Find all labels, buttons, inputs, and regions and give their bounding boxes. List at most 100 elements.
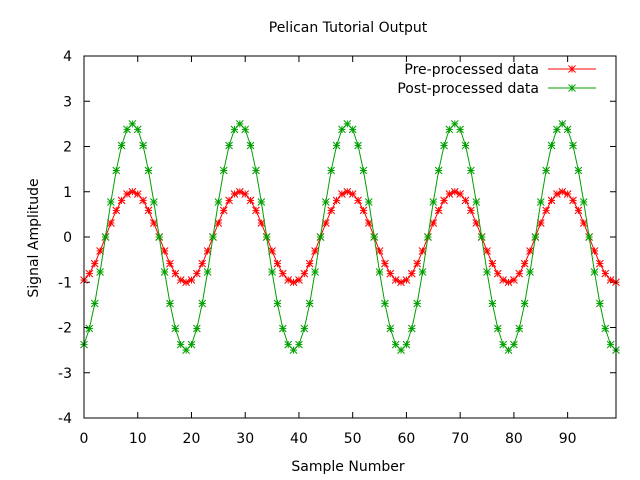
data-point	[133, 125, 142, 134]
data-point	[332, 141, 341, 150]
x-tick-label: 0	[80, 431, 89, 447]
data-point	[370, 233, 379, 241]
data-point	[542, 166, 550, 175]
y-axis-label: Signal Amplitude	[26, 178, 42, 297]
y-tick-label: -2	[58, 321, 72, 337]
series-2	[80, 120, 620, 354]
data-point	[219, 206, 228, 215]
y-tick-label: 4	[63, 49, 72, 65]
legend-item	[548, 65, 596, 73]
data-point	[590, 268, 599, 276]
data-point	[585, 233, 593, 241]
data-point	[241, 125, 250, 134]
x-tick-label: 50	[344, 431, 362, 447]
data-point	[321, 198, 330, 206]
data-point	[225, 196, 233, 205]
data-point	[150, 219, 158, 227]
data-point	[327, 206, 336, 215]
data-point	[413, 299, 422, 308]
y-tick-label: -4	[58, 411, 72, 427]
data-point	[558, 187, 567, 196]
data-point	[520, 259, 529, 268]
data-point	[547, 196, 556, 205]
data-point	[107, 219, 115, 227]
data-point	[85, 324, 94, 333]
data-point	[402, 340, 411, 349]
data-point	[348, 190, 357, 198]
data-point	[305, 299, 314, 308]
data-point	[241, 190, 250, 198]
data-point	[311, 268, 319, 276]
data-point	[96, 247, 104, 255]
data-point	[359, 206, 368, 215]
series-layer	[80, 120, 620, 354]
data-point	[107, 198, 115, 206]
data-point	[295, 276, 303, 284]
data-point	[327, 166, 336, 175]
series-line	[83, 191, 617, 283]
x-axis-label: Sample Number	[291, 459, 404, 475]
data-point	[101, 233, 110, 241]
data-point	[402, 276, 411, 284]
data-point	[493, 324, 502, 333]
y-tick-label: 2	[63, 140, 72, 156]
y-tick-label: 1	[63, 185, 72, 201]
data-point	[601, 269, 610, 278]
data-point	[209, 233, 217, 241]
data-point	[510, 340, 518, 349]
data-point	[364, 219, 373, 227]
data-point	[510, 276, 518, 284]
data-point	[579, 198, 588, 206]
data-point	[144, 206, 153, 215]
data-point	[515, 269, 524, 278]
legend-marker	[568, 65, 576, 73]
data-point	[574, 206, 583, 215]
data-point	[295, 340, 303, 349]
y-tick-label: 0	[63, 230, 72, 246]
data-point	[192, 269, 201, 278]
data-point	[316, 233, 325, 241]
data-point	[85, 269, 94, 278]
data-point	[198, 299, 207, 308]
data-point	[214, 198, 223, 206]
data-point	[187, 340, 196, 349]
data-point	[300, 269, 309, 278]
x-tick-label: 30	[236, 431, 254, 447]
data-point	[579, 219, 588, 227]
x-tick-label: 90	[559, 431, 577, 447]
data-point	[112, 206, 121, 215]
data-point	[601, 324, 610, 333]
data-point	[338, 125, 346, 134]
data-point	[203, 247, 212, 255]
data-point	[171, 324, 180, 333]
data-point	[166, 299, 174, 308]
x-tick-label: 60	[398, 431, 416, 447]
data-point	[252, 206, 260, 215]
data-point	[203, 268, 212, 276]
legend-label: Pre-processed data	[404, 62, 539, 78]
data-point	[434, 166, 443, 175]
data-point	[381, 299, 389, 308]
data-point	[96, 268, 104, 276]
data-point	[150, 198, 158, 206]
data-point	[305, 259, 314, 268]
x-tick-label: 20	[183, 431, 201, 447]
data-point	[569, 141, 577, 150]
data-point	[166, 259, 174, 268]
x-tick-label: 70	[451, 431, 469, 447]
y-tick-label: -1	[58, 275, 72, 291]
data-point	[359, 166, 368, 175]
data-point	[429, 219, 438, 227]
data-point	[235, 187, 244, 196]
data-point	[160, 247, 169, 255]
x-tick-label: 40	[290, 431, 308, 447]
data-point	[90, 299, 99, 308]
data-point	[467, 166, 475, 175]
x-tick-label: 10	[129, 431, 147, 447]
data-point	[262, 233, 271, 241]
data-point	[139, 141, 147, 150]
data-point	[504, 278, 513, 287]
data-point	[225, 141, 233, 150]
data-point	[472, 198, 481, 206]
